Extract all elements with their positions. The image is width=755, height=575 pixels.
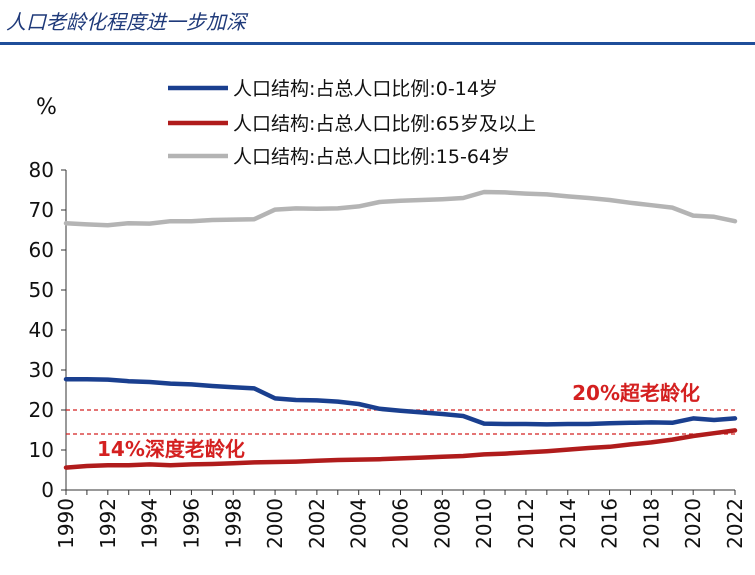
x-tick-label: 2014 <box>556 498 580 549</box>
y-tick-label: 30 <box>29 358 54 382</box>
y-axis-unit-label: % <box>36 95 57 120</box>
y-tick-label: 40 <box>29 318 54 342</box>
x-tick-label: 2002 <box>305 498 329 549</box>
x-tick-label: 1996 <box>179 498 203 549</box>
series-line <box>63 189 738 228</box>
legend-label: 人口结构:占总人口比例:15-64岁 <box>233 146 510 168</box>
x-tick-label: 2010 <box>472 498 496 549</box>
annotation-label: 14%深度老龄化 <box>97 437 245 461</box>
x-tick-label: 2012 <box>514 498 538 549</box>
x-tick-label: 2016 <box>598 498 622 549</box>
x-tick-label: 2020 <box>681 498 705 549</box>
y-tick-label: 20 <box>29 398 54 422</box>
legend-label: 人口结构:占总人口比例:65岁及以上 <box>233 113 536 135</box>
y-tick-label: 10 <box>29 438 54 462</box>
x-tick-label: 1994 <box>138 498 162 549</box>
page-header: 人口老龄化程度进一步加深 <box>0 0 755 45</box>
legend-label: 人口结构:占总人口比例:0-14岁 <box>233 78 498 100</box>
y-tick-label: 80 <box>29 158 54 182</box>
chart-series <box>63 189 738 470</box>
x-tick-label: 2022 <box>723 498 747 549</box>
x-tick-label: 2006 <box>389 498 413 549</box>
series-line <box>63 428 738 470</box>
x-tick-label: 2000 <box>263 498 287 549</box>
x-tick-label: 1992 <box>96 498 120 549</box>
annotation-label: 20%超老龄化 <box>572 381 700 405</box>
x-tick-label: 1998 <box>221 498 245 549</box>
x-tick-label: 2018 <box>639 498 663 549</box>
page-title: 人口老龄化程度进一步加深 <box>6 10 246 34</box>
x-tick-label: 2008 <box>430 498 454 549</box>
header-divider <box>0 42 755 45</box>
series-line <box>63 376 738 427</box>
x-tick-label: 1990 <box>54 498 78 549</box>
x-tick-label: 2004 <box>347 498 371 549</box>
y-tick-label: 60 <box>29 238 54 262</box>
chart-annotations: 20%超老龄化 14%深度老龄化 <box>97 381 700 461</box>
y-tick-label: 0 <box>41 478 54 502</box>
chart-axes: 0 10 20 30 40 50 60 70 80% 1990 1992 1994 1996 1998 20… <box>29 95 747 549</box>
chart-legend: 人口结构:占总人口比例:0-14岁人口结构:占总人口比例:65岁及以上人口结构:… <box>168 78 536 168</box>
y-tick-label: 70 <box>29 198 54 222</box>
y-tick-label: 50 <box>29 278 54 302</box>
